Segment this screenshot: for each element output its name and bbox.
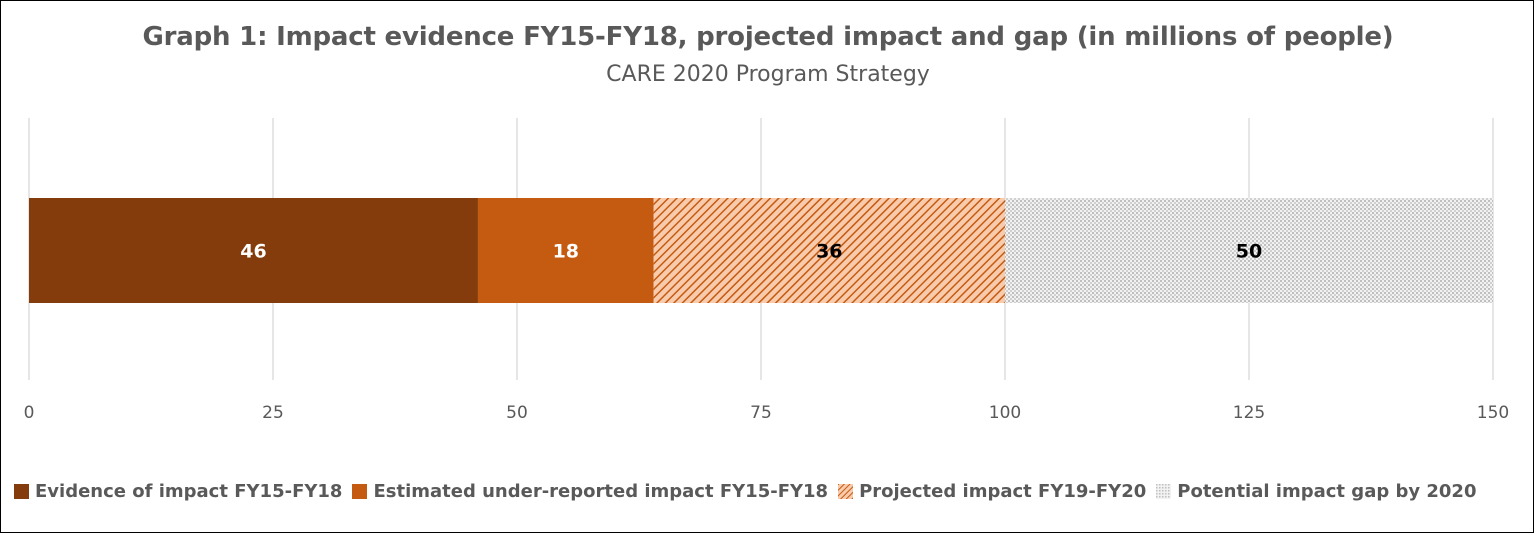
bar-segment-projected bbox=[653, 198, 1005, 303]
chart-legend: Evidence of impact FY15-FY18 Estimated u… bbox=[14, 478, 1486, 504]
x-tick-label-125: 125 bbox=[1233, 403, 1265, 423]
legend-swatch-evidence bbox=[14, 483, 29, 499]
legend-item-projected: Projected impact FY19-FY20 bbox=[838, 481, 1146, 502]
chart-title: Graph 1: Impact evidence FY15-FY18, proj… bbox=[142, 22, 1394, 52]
data-label-evidence: 46 bbox=[240, 241, 266, 263]
legend-item-evidence: Evidence of impact FY15-FY18 bbox=[14, 481, 342, 502]
legend-swatch-underreported bbox=[352, 483, 368, 499]
data-label-projected: 36 bbox=[816, 241, 842, 263]
legend-swatch-gap bbox=[1156, 483, 1172, 499]
x-tick-label-150: 150 bbox=[1477, 403, 1509, 423]
legend-item-underreported: Estimated under-reported impact FY15-FY1… bbox=[352, 481, 828, 502]
data-label-underreported: 18 bbox=[553, 241, 579, 263]
x-tick-label-75: 75 bbox=[750, 403, 772, 423]
x-tick-label-0: 0 bbox=[24, 403, 35, 423]
x-tick-label-50: 50 bbox=[506, 403, 528, 423]
chart-subtitle: CARE 2020 Program Strategy bbox=[606, 62, 930, 87]
bar-segment-evidence bbox=[29, 198, 478, 303]
legend-label-underreported: Estimated under-reported impact FY15-FY1… bbox=[373, 480, 829, 502]
legend-label-projected: Projected impact FY19-FY20 bbox=[859, 480, 1147, 502]
x-tick-label-25: 25 bbox=[262, 403, 284, 423]
legend-label-gap: Potential impact gap by 2020 bbox=[1177, 480, 1477, 502]
data-label-gap: 50 bbox=[1236, 241, 1262, 263]
bar-segment-underreported bbox=[477, 198, 654, 303]
legend-swatch-projected bbox=[838, 483, 854, 499]
x-tick-label-100: 100 bbox=[989, 403, 1021, 423]
legend-label-evidence: Evidence of impact FY15-FY18 bbox=[35, 480, 343, 502]
bar-segment-gap bbox=[1005, 198, 1493, 303]
legend-item-gap: Potential impact gap by 2020 bbox=[1156, 481, 1476, 502]
